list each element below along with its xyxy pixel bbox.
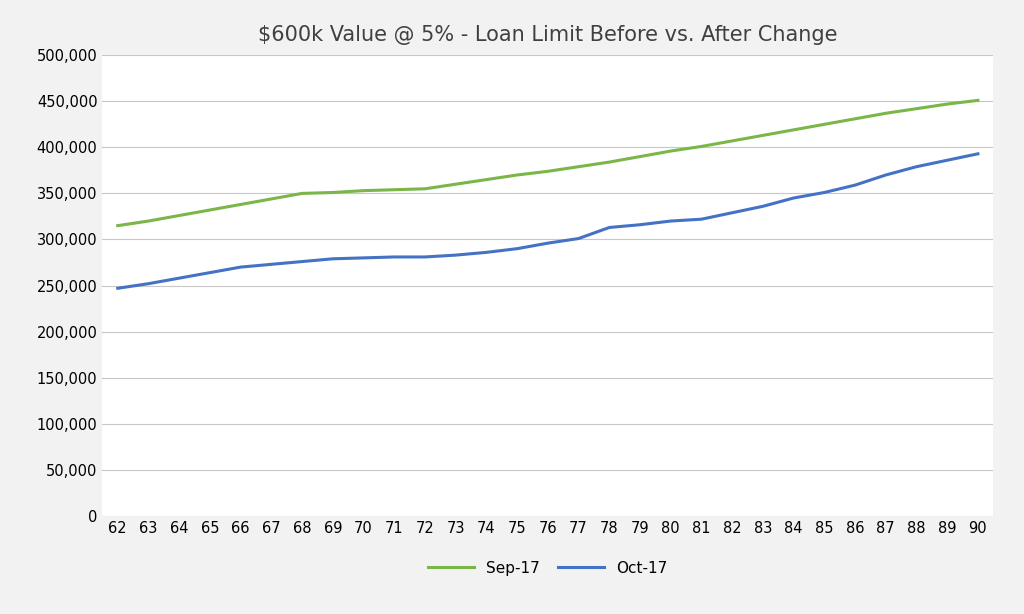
Oct-17 <box>972 150 984 157</box>
Oct-17 <box>542 239 554 247</box>
Sep-17 <box>757 131 769 139</box>
Sep-17 <box>695 143 708 150</box>
Sep-17 <box>142 217 155 225</box>
Oct-17 <box>265 260 278 268</box>
Line: Sep-17: Sep-17 <box>118 100 978 225</box>
Sep-17 <box>480 176 493 183</box>
Sep-17 <box>357 187 370 194</box>
Oct-17 <box>112 284 124 292</box>
Sep-17 <box>910 105 923 112</box>
Line: Oct-17: Oct-17 <box>118 154 978 288</box>
Oct-17 <box>603 224 615 231</box>
Oct-17 <box>142 280 155 287</box>
Oct-17 <box>204 269 216 276</box>
Oct-17 <box>388 253 400 260</box>
Sep-17 <box>603 158 615 166</box>
Sep-17 <box>296 190 308 197</box>
Sep-17 <box>818 120 830 128</box>
Oct-17 <box>327 255 339 263</box>
Oct-17 <box>665 217 677 225</box>
Oct-17 <box>572 235 585 242</box>
Sep-17 <box>726 138 738 145</box>
Sep-17 <box>450 181 462 188</box>
Sep-17 <box>634 153 646 160</box>
Sep-17 <box>542 168 554 175</box>
Oct-17 <box>757 203 769 210</box>
Oct-17 <box>695 216 708 223</box>
Oct-17 <box>419 253 431 260</box>
Sep-17 <box>327 189 339 196</box>
Oct-17 <box>450 252 462 259</box>
Oct-17 <box>511 245 523 252</box>
Sep-17 <box>941 100 953 108</box>
Sep-17 <box>265 195 278 203</box>
Oct-17 <box>726 209 738 217</box>
Sep-17 <box>880 109 892 117</box>
Sep-17 <box>173 212 185 219</box>
Oct-17 <box>234 263 247 271</box>
Oct-17 <box>818 189 830 196</box>
Sep-17 <box>388 186 400 193</box>
Oct-17 <box>296 258 308 265</box>
Oct-17 <box>357 254 370 262</box>
Oct-17 <box>480 249 493 256</box>
Sep-17 <box>234 201 247 208</box>
Oct-17 <box>941 157 953 164</box>
Legend: Sep-17, Oct-17: Sep-17, Oct-17 <box>422 554 674 582</box>
Sep-17 <box>511 171 523 179</box>
Sep-17 <box>572 163 585 170</box>
Oct-17 <box>910 163 923 170</box>
Sep-17 <box>204 206 216 214</box>
Title: $600k Value @ 5% - Loan Limit Before vs. After Change: $600k Value @ 5% - Loan Limit Before vs.… <box>258 25 838 45</box>
Oct-17 <box>849 182 861 189</box>
Sep-17 <box>849 115 861 123</box>
Sep-17 <box>112 222 124 229</box>
Sep-17 <box>419 185 431 193</box>
Sep-17 <box>972 96 984 104</box>
Oct-17 <box>880 171 892 179</box>
Sep-17 <box>787 126 800 133</box>
Sep-17 <box>665 147 677 155</box>
Oct-17 <box>634 221 646 228</box>
Oct-17 <box>173 274 185 282</box>
Oct-17 <box>787 194 800 201</box>
